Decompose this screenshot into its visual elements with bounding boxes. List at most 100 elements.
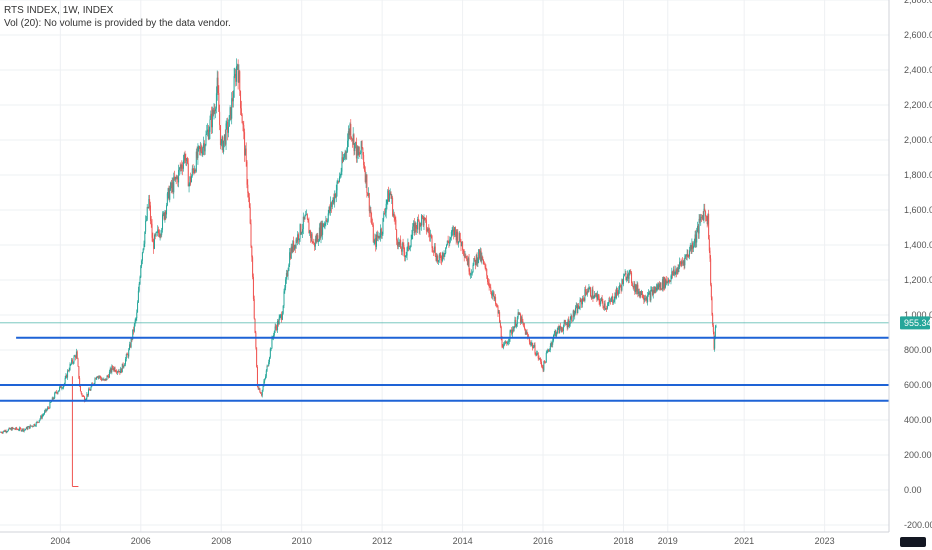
candle-body [640,291,642,295]
candle-body [539,358,541,360]
candle-body [265,370,267,377]
candle-body [27,427,29,430]
candle-body [532,343,534,349]
candle-body [306,214,308,216]
candle-body [520,314,522,323]
candle-body [137,302,139,313]
candle-body [15,427,17,430]
candle-body [112,366,114,369]
candle-body [688,256,690,257]
candle-body [69,364,71,371]
candle-body [680,262,682,265]
candle-body [709,250,711,259]
candle-body [592,289,594,299]
candle-body [54,392,56,399]
candle-body [424,217,426,219]
candle-body [371,223,373,225]
candle-body [78,366,80,379]
candle-body [125,354,127,359]
candle-body [4,430,6,432]
candle-body [375,238,377,247]
candle-body [446,245,448,248]
candle-body [16,427,18,430]
candle-body [615,287,617,298]
x-tick-label: 2021 [734,536,754,546]
candle-body [690,245,692,250]
candle-body [37,421,39,423]
candle-body [380,228,382,238]
candle-body [535,353,537,356]
chart-legend: RTS INDEX, 1W, INDEX Vol (20): No volume… [4,4,231,30]
candle-body [614,293,616,301]
candle-body [79,385,81,392]
candle-body [715,326,717,328]
candle-body [638,291,640,294]
candle-body [620,286,622,291]
candle-body [464,255,466,257]
candle-body [302,216,304,230]
candle-body [652,290,654,295]
x-axis-ticks[interactable]: 2004 2006 2008 2010 2012 2014 2016 2018 2019 2021… [50,536,834,546]
candle-body [198,146,200,147]
candle-body [46,409,48,411]
candle-body [11,427,13,431]
candle-body [581,299,583,305]
candle-body [45,409,47,411]
candle-body [474,258,476,260]
candle-body [232,97,234,102]
candle-body [284,287,286,292]
candle-body [379,237,381,239]
candle-body [62,387,64,389]
candle-body [273,335,275,338]
candle-body [448,242,450,244]
candle-body [169,189,171,200]
candle-body [171,182,173,189]
candle-body [372,224,374,243]
candle-body [510,329,512,331]
candle-body [231,98,233,119]
candle-body [0,432,2,433]
symbol-title[interactable]: RTS INDEX, 1W, INDEX [4,5,114,16]
candle-body [318,227,320,242]
candle-body [263,381,265,387]
candle-body [487,275,489,282]
candle-body [686,253,688,257]
candle-body [201,151,203,155]
candle-body [584,289,586,301]
candle-body [89,390,91,392]
candle-body [548,349,550,351]
candle-body [120,368,122,373]
candle-body [174,176,176,180]
candle-body [64,378,66,384]
candle-body [527,334,529,338]
candle-body [81,393,83,396]
candle-body [221,137,223,144]
candle-body [679,261,681,263]
candle-body [143,243,145,249]
candle-body [447,240,449,243]
y-axis-ticks[interactable]: -200.00 0.00 200.00 400.00 600.00 800.00 1,000… [904,0,932,530]
candle-body [115,371,117,373]
candle-body [329,206,331,211]
candle-body [297,234,299,242]
candle-body [24,429,26,431]
candle-body [571,320,573,322]
candle-body [470,274,472,275]
candle-body [416,228,418,230]
candle-body [278,317,280,325]
candle-body [704,208,706,212]
candle-body [417,219,419,230]
candle-body [567,319,569,328]
candle-body [49,402,51,409]
candle-body [87,393,89,396]
y-tick-label: 2,600.00 [904,30,932,40]
candle-body [496,305,498,307]
candle-body [285,279,287,288]
candle-body [673,269,675,275]
candle-body [293,244,295,250]
candle-body [349,123,351,136]
candle-body [461,241,463,247]
candle-body [257,386,259,390]
horizontal-levels[interactable] [0,322,889,402]
